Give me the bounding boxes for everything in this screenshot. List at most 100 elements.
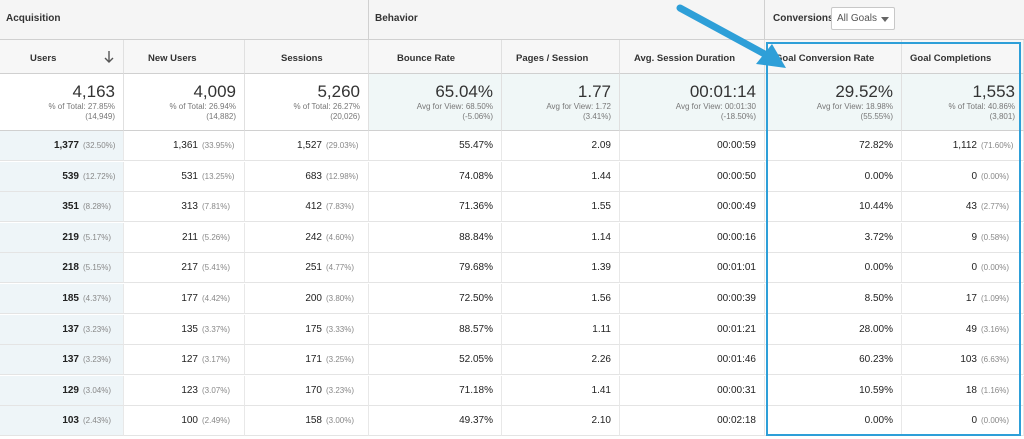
table-cell-users: 1,377 (32.50%) <box>0 131 124 161</box>
cell-value: 1.11 <box>592 323 611 335</box>
column-header-goal-completions[interactable]: Goal Completions <box>902 40 1024 74</box>
column-header-label: Avg. Session Duration <box>634 53 735 64</box>
cell-value: 1.14 <box>591 231 611 243</box>
column-header-avg-session-duration[interactable]: Avg. Session Duration <box>620 40 765 74</box>
cell-percent: (5.41%) <box>202 263 231 273</box>
total-sessions: 5,260% of Total: 26.27% (20,026) <box>245 74 369 131</box>
total-new-users: 4,009% of Total: 26.94% (14,882) <box>124 74 245 131</box>
cell-percent: (3.33%) <box>326 324 355 334</box>
column-header-new-users[interactable]: New Users <box>124 40 245 74</box>
table-cell-new-users: 135 (3.37%) <box>124 314 245 345</box>
table-cell-goal-conversion-rate: 28.00% <box>765 314 902 345</box>
total-detail: (3.41%) <box>582 112 611 121</box>
column-header-label: Bounce Rate <box>397 53 456 64</box>
goals-dropdown[interactable]: All Goals <box>831 7 895 30</box>
table-cell-sessions: 242 (4.60%) <box>245 222 369 253</box>
cell-value: 1,377 <box>53 140 79 151</box>
table-cell-goal-completions: 0 (0.00%) <box>902 406 1024 437</box>
sort-descending-icon[interactable] <box>103 50 115 64</box>
cell-percent: (1.09%) <box>981 294 1010 303</box>
table-cell-goal-completions: 0 (0.00%) <box>902 161 1024 192</box>
table-cell-sessions: 1,527 (29.03%) <box>245 131 369 161</box>
cell-value: 88.84% <box>459 231 493 243</box>
cell-value: 103 <box>960 354 977 366</box>
table-cell-avg-session-duration: 00:01:21 <box>620 314 765 345</box>
table-cell-bounce-rate: 55.47% <box>369 131 502 161</box>
total-detail: Avg for View: 00:01:30 <box>675 102 756 111</box>
total-detail: (14,882) <box>206 112 236 121</box>
table-cell-avg-session-duration: 00:00:39 <box>620 284 765 314</box>
cell-value: 123 <box>181 384 198 396</box>
cell-percent: (2.77%) <box>981 202 1010 212</box>
column-header-sessions[interactable]: Sessions <box>245 40 369 74</box>
column-header-goal-conversion-rate[interactable]: Goal Conversion Rate <box>765 40 902 74</box>
cell-value: 0.00% <box>864 170 893 182</box>
cell-percent: (3.23%) <box>326 385 355 395</box>
cell-percent: (12.98%) <box>326 171 359 181</box>
table-cell-bounce-rate: 74.08% <box>369 161 502 192</box>
table-cell-goal-completions: 0 (0.00%) <box>902 253 1024 284</box>
group-behavior-label: Behavior <box>375 13 418 24</box>
table-cell-pages-session: 1.44 <box>502 161 620 192</box>
cell-value: 49 <box>965 323 977 335</box>
cell-percent: (4.37%) <box>83 294 112 303</box>
cell-percent: (3.00%) <box>326 416 355 426</box>
table-cell-bounce-rate: 79.68% <box>369 253 502 284</box>
table-cell-pages-session: 1.39 <box>502 253 620 284</box>
cell-value: 129 <box>62 384 79 396</box>
table-cell-bounce-rate: 88.57% <box>369 314 502 345</box>
cell-value: 18 <box>965 384 977 396</box>
total-detail: (14,949) <box>85 112 115 121</box>
cell-value: 0 <box>971 415 977 427</box>
cell-value: 313 <box>181 201 198 213</box>
table-cell-users: 129 (3.04%) <box>0 375 124 406</box>
table-cell-goal-completions: 49 (3.16%) <box>902 314 1024 345</box>
cell-percent: (3.16%) <box>981 324 1010 334</box>
column-header-pages-session[interactable]: Pages / Session <box>502 40 620 74</box>
total-detail: % of Total: 27.85% <box>48 102 115 111</box>
cell-percent: (12.72%) <box>83 171 116 181</box>
total-value: 1,553 <box>972 82 1015 101</box>
table-cell-bounce-rate: 72.50% <box>369 284 502 314</box>
cell-value: 218 <box>62 262 79 274</box>
table-cell-goal-conversion-rate: 60.23% <box>765 345 902 376</box>
cell-value: 0.00% <box>864 415 893 427</box>
table-cell-goal-conversion-rate: 72.82% <box>765 131 902 161</box>
cell-value: 185 <box>62 293 79 304</box>
table-cell-new-users: 217 (5.41%) <box>124 253 245 284</box>
table-cell-users: 351 (8.28%) <box>0 192 124 223</box>
total-goal-conversion-rate: 29.52% Avg for View: 18.98% (55.55%) <box>765 74 902 131</box>
table-cell-bounce-rate: 52.05% <box>369 345 502 376</box>
cell-percent: (7.83%) <box>326 202 355 212</box>
cell-value: 79.68% <box>459 262 493 274</box>
table-cell-pages-session: 1.14 <box>502 222 620 253</box>
cell-value: 2.26 <box>591 354 611 366</box>
table-cell-avg-session-duration: 00:00:59 <box>620 131 765 161</box>
table-cell-goal-completions: 103 (6.63%) <box>902 345 1024 376</box>
table-cell-avg-session-duration: 00:01:46 <box>620 345 765 376</box>
total-pages-session: 1.77 Avg for View: 1.72 (3.41%) <box>502 74 620 131</box>
cell-value: 1.41 <box>591 384 611 396</box>
cell-value: 242 <box>305 231 322 243</box>
cell-value: 10.59% <box>859 384 893 396</box>
cell-percent: (3.17%) <box>202 355 231 365</box>
cell-value: 211 <box>182 231 198 243</box>
cell-value: 1.44 <box>591 170 611 182</box>
table-cell-sessions: 200 (3.80%) <box>245 284 369 314</box>
total-value: 65.04% <box>435 82 493 101</box>
table-cell-goal-conversion-rate: 10.59% <box>765 375 902 406</box>
table-cell-avg-session-duration: 00:00:16 <box>620 222 765 253</box>
cell-value: 00:00:31 <box>717 384 756 396</box>
cell-value: 72.82% <box>859 140 893 151</box>
cell-value: 251 <box>305 262 322 274</box>
table-cell-bounce-rate: 49.37% <box>369 406 502 437</box>
table-cell-goal-completions: 9 (0.58%) <box>902 222 1024 253</box>
cell-value: 00:01:46 <box>717 354 756 366</box>
cell-value: 00:01:21 <box>717 323 756 335</box>
table-cell-pages-session: 1.11 <box>502 314 620 345</box>
column-header-bounce-rate[interactable]: Bounce Rate <box>369 40 502 74</box>
column-header-users[interactable]: Users <box>0 40 124 74</box>
cell-value: 74.08% <box>459 170 493 182</box>
cell-percent: (0.00%) <box>981 263 1010 273</box>
table-cell-goal-conversion-rate: 10.44% <box>765 192 902 223</box>
